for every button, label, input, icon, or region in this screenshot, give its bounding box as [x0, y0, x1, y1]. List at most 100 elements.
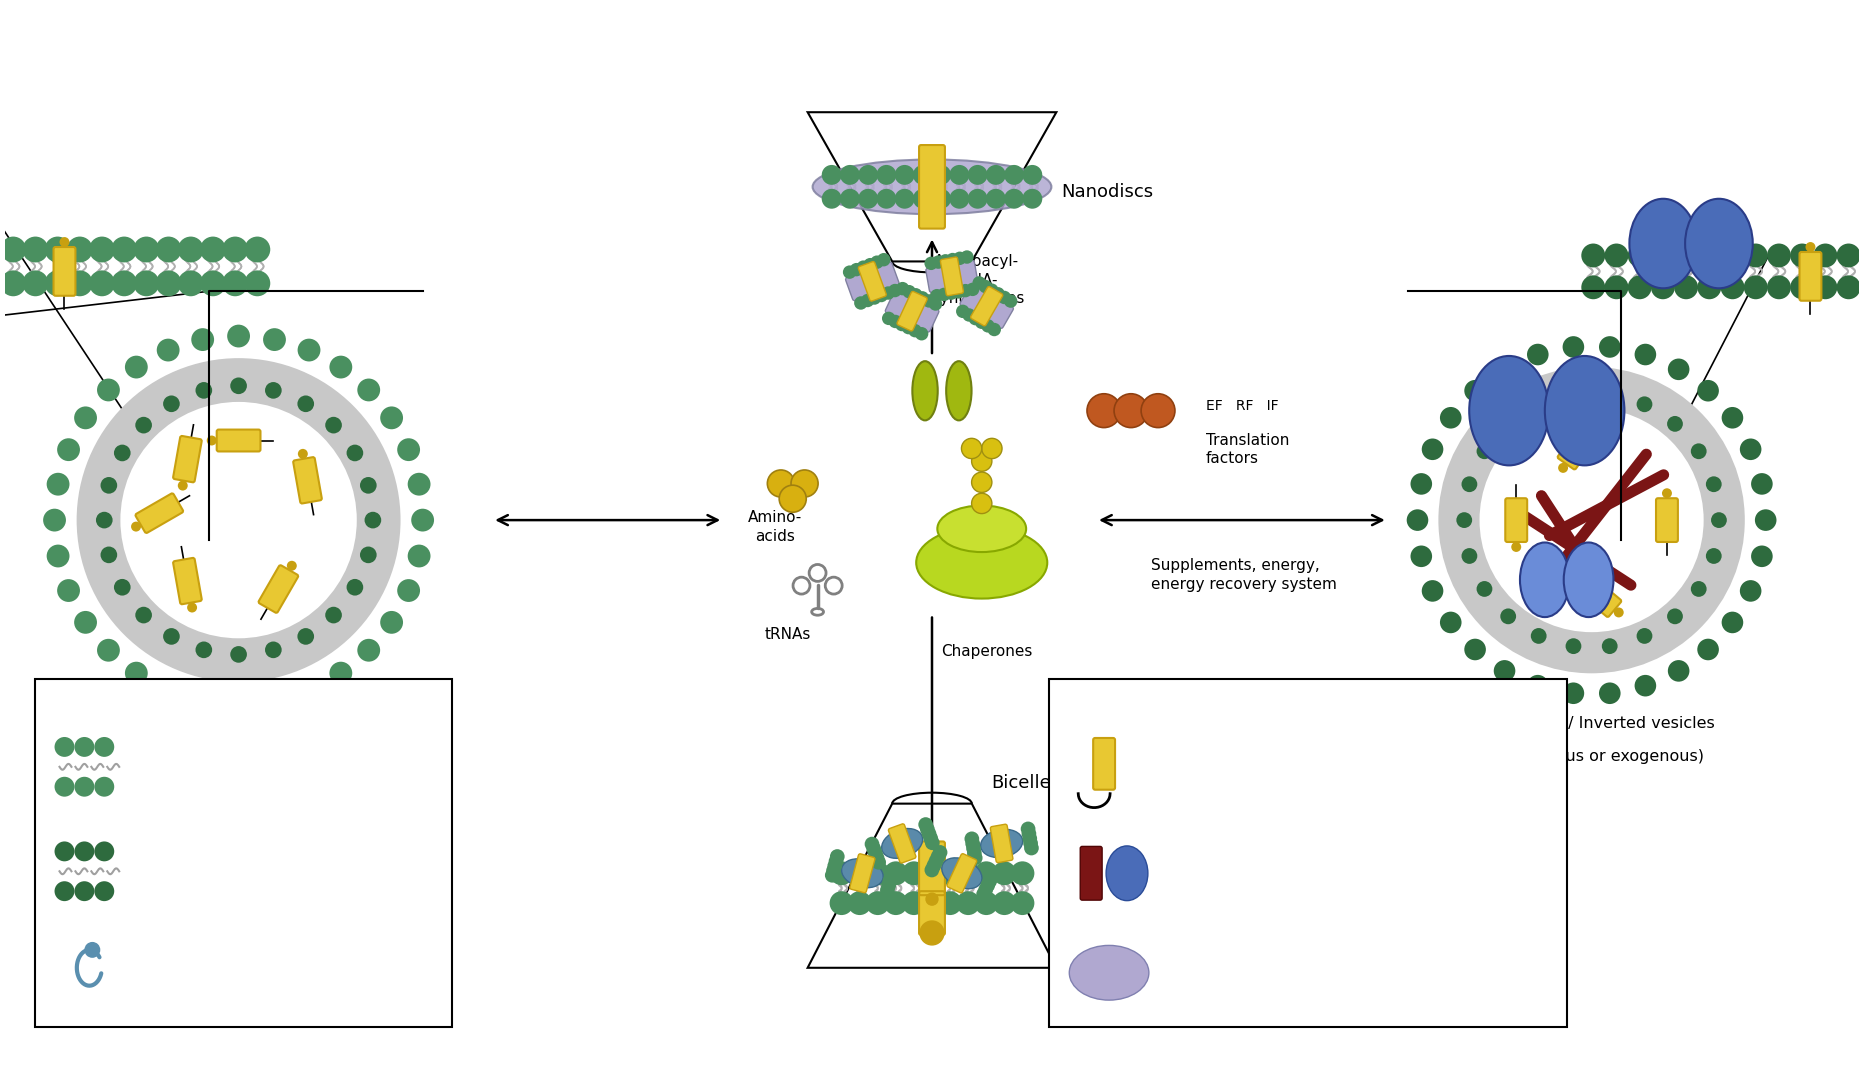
Circle shape	[298, 629, 313, 645]
Circle shape	[895, 165, 915, 185]
Circle shape	[876, 165, 897, 185]
Circle shape	[850, 262, 863, 276]
Circle shape	[956, 891, 980, 915]
Text: Aminoacyl-
tRNA-
Synthetases: Aminoacyl- tRNA- Synthetases	[930, 254, 1023, 307]
Circle shape	[101, 546, 117, 563]
Circle shape	[1566, 387, 1581, 402]
Circle shape	[984, 869, 999, 883]
Circle shape	[921, 826, 936, 841]
Circle shape	[958, 284, 973, 297]
Circle shape	[1411, 545, 1432, 567]
Circle shape	[930, 850, 945, 864]
Circle shape	[956, 862, 980, 886]
Circle shape	[347, 445, 363, 461]
Circle shape	[1789, 275, 1814, 299]
Circle shape	[882, 878, 897, 893]
Circle shape	[397, 579, 419, 602]
Circle shape	[75, 881, 95, 901]
Circle shape	[956, 305, 969, 318]
Circle shape	[902, 285, 915, 298]
Text: Membrane scaffold
proteins: Membrane scaffold proteins	[1154, 956, 1301, 989]
Circle shape	[97, 639, 119, 662]
Ellipse shape	[1519, 542, 1569, 617]
Circle shape	[136, 417, 153, 433]
Circle shape	[1668, 359, 1689, 380]
Circle shape	[298, 449, 308, 459]
Circle shape	[360, 477, 377, 494]
Circle shape	[848, 862, 872, 886]
Circle shape	[54, 841, 75, 862]
Circle shape	[1750, 545, 1773, 567]
Circle shape	[380, 406, 403, 429]
Circle shape	[923, 294, 936, 308]
Circle shape	[1493, 660, 1515, 681]
Ellipse shape	[980, 829, 1023, 858]
FancyBboxPatch shape	[1799, 252, 1821, 300]
Circle shape	[1806, 242, 1816, 252]
FancyBboxPatch shape	[926, 260, 979, 293]
Circle shape	[222, 270, 248, 296]
Circle shape	[157, 339, 179, 362]
Circle shape	[1599, 336, 1620, 357]
Circle shape	[829, 862, 854, 886]
Ellipse shape	[121, 402, 356, 638]
Circle shape	[889, 284, 902, 297]
Circle shape	[231, 378, 246, 394]
Circle shape	[358, 379, 380, 402]
Circle shape	[1674, 275, 1698, 299]
Circle shape	[1599, 683, 1620, 704]
Circle shape	[1562, 683, 1584, 704]
FancyBboxPatch shape	[971, 286, 1003, 326]
Circle shape	[926, 893, 938, 905]
Circle shape	[949, 165, 969, 185]
Circle shape	[1005, 295, 1018, 308]
FancyBboxPatch shape	[885, 291, 939, 333]
Circle shape	[979, 882, 994, 897]
Circle shape	[971, 494, 992, 514]
Ellipse shape	[813, 160, 1051, 214]
FancyBboxPatch shape	[960, 284, 1014, 328]
Circle shape	[58, 579, 80, 602]
Circle shape	[945, 286, 958, 300]
Circle shape	[928, 297, 941, 311]
Circle shape	[1422, 438, 1443, 460]
Ellipse shape	[1070, 945, 1148, 1000]
Text: tRNAs: tRNAs	[764, 626, 811, 642]
Circle shape	[298, 678, 321, 702]
Circle shape	[945, 253, 960, 267]
Circle shape	[1023, 840, 1038, 855]
Circle shape	[971, 472, 992, 492]
FancyBboxPatch shape	[293, 457, 322, 503]
Circle shape	[997, 291, 1010, 305]
Circle shape	[1668, 660, 1689, 681]
Circle shape	[986, 189, 1007, 208]
Circle shape	[930, 289, 943, 302]
Circle shape	[164, 629, 179, 645]
Circle shape	[1493, 359, 1515, 380]
Circle shape	[1411, 473, 1432, 495]
Circle shape	[244, 237, 270, 262]
Circle shape	[1698, 638, 1719, 660]
Circle shape	[977, 887, 992, 902]
Circle shape	[47, 473, 69, 496]
Circle shape	[1722, 407, 1743, 429]
Circle shape	[857, 189, 878, 208]
Circle shape	[1652, 243, 1676, 268]
FancyBboxPatch shape	[941, 257, 964, 296]
Circle shape	[54, 881, 75, 901]
Circle shape	[857, 165, 878, 185]
Circle shape	[932, 255, 945, 269]
Circle shape	[54, 777, 75, 797]
Circle shape	[358, 639, 380, 662]
Circle shape	[1087, 394, 1120, 428]
Circle shape	[1711, 512, 1726, 528]
Circle shape	[360, 546, 377, 563]
Circle shape	[1461, 476, 1478, 492]
Circle shape	[1836, 275, 1860, 299]
Circle shape	[192, 328, 214, 351]
Circle shape	[984, 283, 999, 297]
Text: Biological membrane
composition: Biological membrane composition	[140, 854, 302, 888]
Circle shape	[1666, 416, 1683, 432]
Circle shape	[876, 189, 897, 208]
Circle shape	[1698, 380, 1719, 402]
